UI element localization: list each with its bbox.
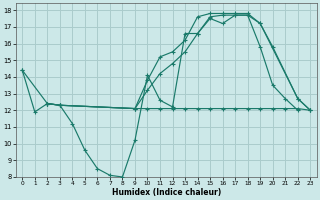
X-axis label: Humidex (Indice chaleur): Humidex (Indice chaleur) xyxy=(112,188,221,197)
